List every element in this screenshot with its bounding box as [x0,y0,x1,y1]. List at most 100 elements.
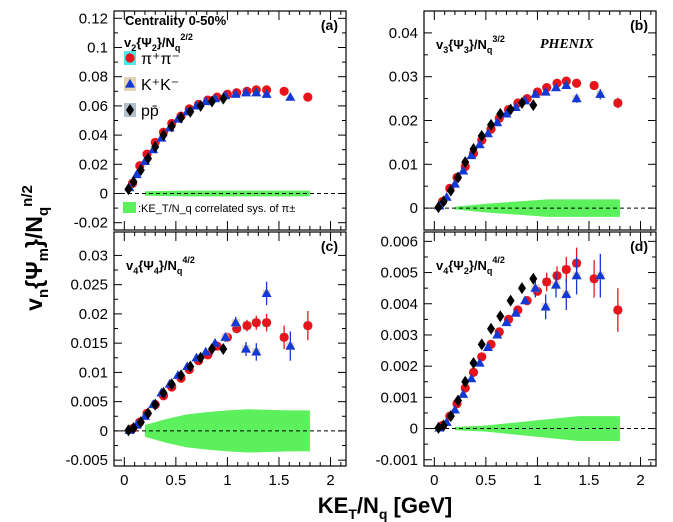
x-tick-label: 0 [120,472,128,489]
data-point-kaon [510,307,521,317]
data-point-kaon [251,87,262,97]
data-point-kaon [200,96,211,106]
y-tick-label: 0.004 [380,296,418,313]
chart-panel-3: -0.005 0 0.005 0.01 0.015 0.02 0.025 0.03 0 0.5 1 1… [65,231,347,489]
y-tick-label: 0.025 [70,277,108,294]
data-point-kaon [200,346,211,356]
data-point-kaon [230,317,241,327]
x-axis-label: KET/Nq [GeV] [318,493,452,522]
data-point-kaon [492,117,503,127]
data-point-kaon [530,89,541,98]
data-point-kaon [561,289,572,298]
data-point-proton [487,118,496,131]
panel-label: (c) [321,238,338,254]
data-point-pion [303,92,313,102]
y-tick-label: 0.002 [380,358,418,375]
data-point-kaon [251,346,262,356]
data-point-proton [219,343,228,355]
data-point-kaon [458,389,469,398]
data-point-kaon [501,317,512,327]
data-point-kaon [595,89,606,98]
x-tick-label: 1.5 [579,472,600,489]
data-point-proton [469,142,478,155]
data-point-proton [136,416,145,429]
data-point-proton [434,201,443,214]
data-point-proton [196,351,205,364]
y-tick-label: -0.001 [375,452,418,469]
data-point-proton [454,171,463,184]
data-point-pion [613,305,623,315]
data-point-kaon [571,93,582,103]
legend-label: K⁺K⁻ [141,77,179,94]
data-point-kaon [540,86,551,96]
data-point-kaon [449,404,460,414]
data-point-pion [572,78,582,88]
y-tick-label: 0 [410,421,418,438]
y-tick-label: 0.005 [70,394,108,411]
panel-title: v2{Ψ2}/Nq2/2 [124,32,193,53]
x-tick-label: 1 [533,472,541,489]
y-tick-label: 0.06 [79,98,108,115]
y-axis-label: vn{Ψm}/Nqn/2 [19,185,52,311]
y-tick-label: 0.003 [380,327,418,344]
data-point-proton [439,419,448,432]
data-point-proton [517,96,526,109]
data-point-kaon [571,270,582,280]
data-point-proton [506,294,515,307]
data-point-kaon [540,301,551,311]
data-point-kaon [501,108,512,118]
y-tick-label: 0.02 [389,113,418,130]
y-tick-label: 0.08 [79,69,108,86]
data-point-proton [207,343,216,355]
data-point-kaon [466,373,477,383]
data-point-kaon [240,343,251,353]
data-point-proton [446,410,455,423]
data-point-proton [454,394,463,407]
x-tick-label: 2 [326,472,334,489]
panel-frame [113,231,347,467]
panel-frame [423,231,657,467]
data-point-proton [151,140,160,153]
panel-title: v4{Ψ2}/Nq4/2 [436,255,505,276]
data-point-proton [129,421,138,434]
data-point-proton [517,282,526,295]
x-tick-label: 0.5 [165,472,186,489]
data-point-proton [129,175,138,188]
legend-marker-kaon [125,78,135,88]
data-point-kaon [474,139,485,149]
panel-label: (b) [630,17,648,33]
data-point-pion [589,80,599,91]
data-point-proton [186,360,195,373]
data-point-kaon [261,89,272,98]
y-tick-label: 0.005 [380,265,418,282]
x-tick-label: 0.5 [475,472,496,489]
data-point-pion [561,264,571,275]
data-point-proton [159,386,168,399]
y-tick-label: -0.005 [65,452,108,469]
series-proton [124,343,228,437]
data-point-pion [242,321,252,331]
data-point-kaon [482,342,493,352]
y-tick-label: 0.04 [79,127,108,144]
data-point-kaon [131,169,142,179]
data-point-proton [496,310,505,323]
data-point-proton [144,152,153,165]
panel-label: (a) [321,17,338,33]
y-tick-label: 0 [100,423,108,440]
x-tick-label: 2 [636,472,644,489]
data-point-kaon [474,357,485,367]
data-point-kaon [230,89,241,98]
data-point-proton [144,407,153,420]
series-proton [124,92,228,196]
data-point-proton [196,99,205,112]
data-point-kaon [550,279,561,289]
data-point-kaon [595,270,606,280]
data-point-pion [303,321,313,331]
data-point-proton [496,107,505,120]
panel-title: v3{Ψ3}/Nq3/2 [436,34,505,55]
experiment-label: PHENIX [540,37,594,52]
legend: π⁺π⁻ K⁺K⁻ pp̄ [124,51,180,120]
y-tick-label: 0.006 [380,233,418,250]
data-point-proton [177,369,186,382]
